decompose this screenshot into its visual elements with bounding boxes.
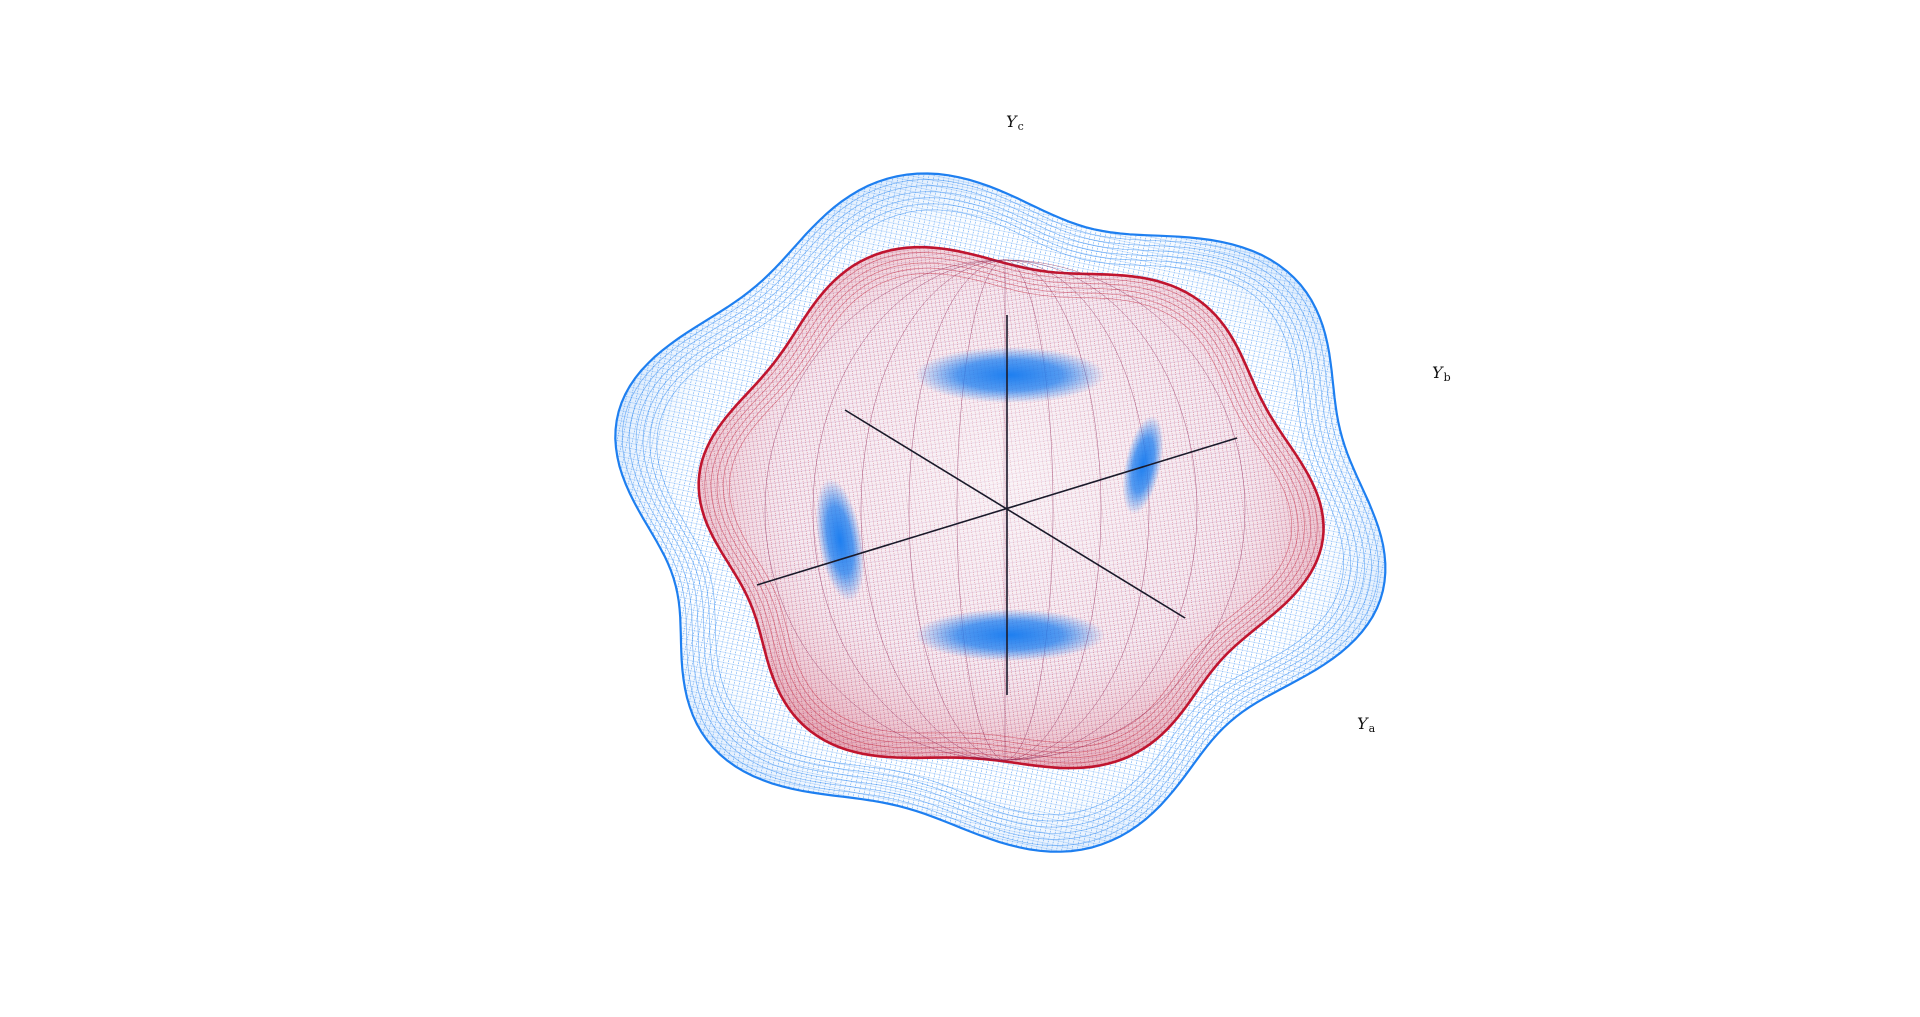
inner-surface-meridian xyxy=(860,259,1150,761)
blue-lobe-2 xyxy=(915,609,1105,661)
inner-surface-contour xyxy=(716,262,1305,753)
blue-lobe-3 xyxy=(815,478,865,602)
inner-surface-meridian xyxy=(956,259,1054,761)
inner-surface-meridian xyxy=(908,259,1102,761)
outer-surface-edge xyxy=(614,172,1387,853)
blue-lobe-4 xyxy=(1122,415,1164,515)
axis-label-yc: Yc xyxy=(1006,112,1024,133)
inner-surface-meridian xyxy=(908,259,1102,761)
inner-surface-edge xyxy=(697,245,1325,770)
inner-surface-contour xyxy=(729,273,1293,743)
outer-surface-contour xyxy=(635,191,1365,834)
coordinate-axes xyxy=(756,315,1238,695)
inner-surface-meridian xyxy=(812,259,1198,761)
axis-label-ya: Ya xyxy=(1357,714,1376,735)
inner-surface-contour xyxy=(704,252,1318,764)
outer-surface-contour xyxy=(642,197,1358,828)
axis-label-yb: Yb xyxy=(1432,363,1451,384)
axis-line-a xyxy=(844,409,1186,619)
inner-surface-meridian xyxy=(956,259,1054,761)
outer-surface-contour xyxy=(621,179,1379,846)
inner-blue-lobes xyxy=(815,347,1164,661)
inner-surface-meridian xyxy=(860,259,1150,761)
blue-lobe-1 xyxy=(915,347,1105,403)
outer-surface-contour xyxy=(656,209,1344,816)
inner-surface-meridian xyxy=(812,259,1198,761)
inner-surface-meridian xyxy=(764,259,1246,761)
inner-surface-contour xyxy=(710,257,1312,759)
outer-surface-contour xyxy=(628,185,1372,840)
inner-surface-contour xyxy=(722,267,1299,748)
outer-surface-contour xyxy=(649,203,1351,822)
inner-surface-meridian xyxy=(764,259,1246,761)
axis-line-b xyxy=(756,437,1238,586)
